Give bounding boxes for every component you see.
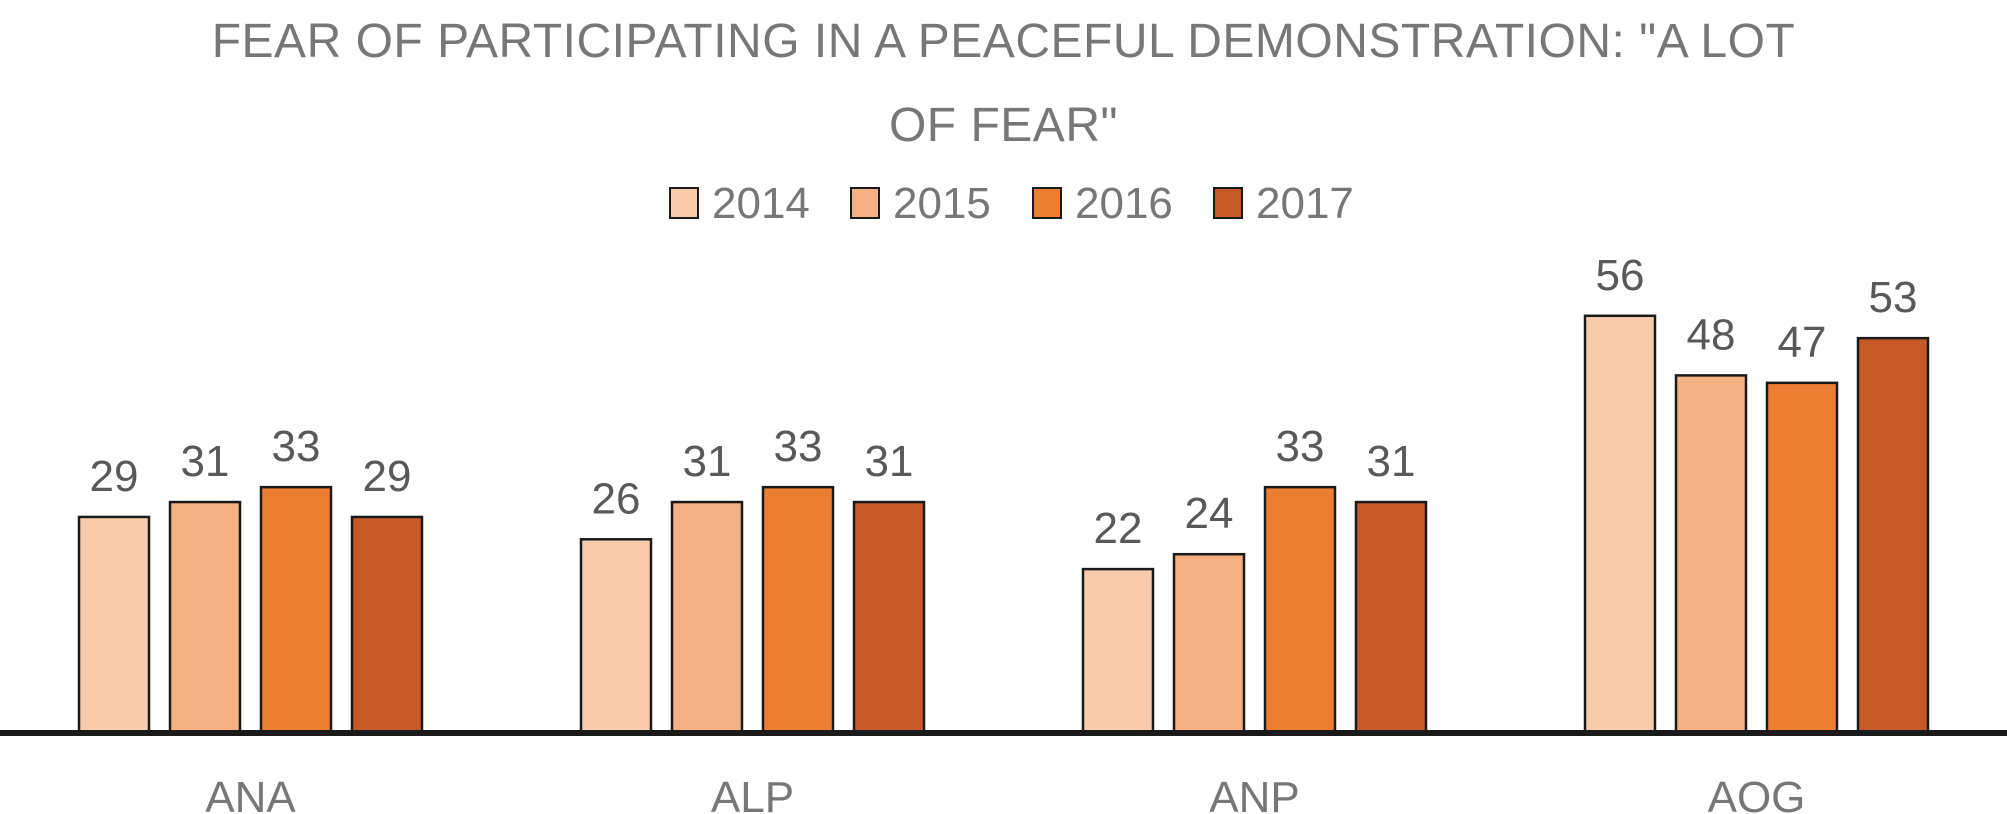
bar-ana-2017 xyxy=(350,515,424,735)
value-label-aog-2017: 53 xyxy=(1869,273,1918,322)
bar-anp-2016 xyxy=(1263,485,1337,735)
category-labels: ANA ALP ANP AOG xyxy=(205,773,1805,814)
value-label-anp-2016: 33 xyxy=(1276,422,1325,471)
value-label-alp-2015: 31 xyxy=(683,437,732,486)
value-label-alp-2016: 33 xyxy=(774,422,823,471)
legend-label-2014: 2014 xyxy=(712,179,810,228)
bar-ana-2015 xyxy=(168,500,242,735)
value-label-anp-2015: 24 xyxy=(1185,489,1234,538)
value-label-anp-2014: 22 xyxy=(1094,504,1143,553)
category-label-anp: ANP xyxy=(1209,773,1299,814)
bar-aog-2017 xyxy=(1856,336,1930,735)
value-label-ana-2017: 29 xyxy=(363,452,412,501)
bar-ana-2014 xyxy=(77,515,151,735)
legend-label-2016: 2016 xyxy=(1075,179,1173,228)
value-label-anp-2017: 31 xyxy=(1367,437,1416,486)
value-label-alp-2017: 31 xyxy=(865,437,914,486)
chart-title-line-1: FEAR OF PARTICIPATING IN A PEACEFUL DEMO… xyxy=(211,15,1796,68)
bar-anp-2014 xyxy=(1081,567,1155,735)
value-label-ana-2016: 33 xyxy=(272,422,321,471)
bars xyxy=(77,314,1930,735)
chart-title-line-2: OF FEAR" xyxy=(888,99,1119,152)
category-label-alp: ALP xyxy=(711,773,794,814)
value-labels: 29 31 33 29 26 31 33 31 22 24 33 31 56 48 47 53 xyxy=(90,251,1918,553)
bar-alp-2017 xyxy=(852,500,926,735)
legend-label-2015: 2015 xyxy=(893,179,991,228)
category-label-ana: ANA xyxy=(205,773,296,814)
legend-swatch-2015 xyxy=(850,187,880,219)
chart-title: FEAR OF PARTICIPATING IN A PEACEFUL DEMO… xyxy=(0,0,2007,168)
bar-anp-2017 xyxy=(1354,500,1428,735)
legend-swatch-2014 xyxy=(669,187,699,219)
bar-aog-2014 xyxy=(1583,314,1657,735)
bar-anp-2015 xyxy=(1172,552,1246,735)
legend-swatch-2017 xyxy=(1213,187,1243,219)
value-label-aog-2016: 47 xyxy=(1778,318,1827,367)
category-label-aog: AOG xyxy=(1708,773,1806,814)
bar-alp-2015 xyxy=(670,500,744,735)
value-label-alp-2014: 26 xyxy=(592,474,641,523)
bar-alp-2014 xyxy=(579,538,653,735)
bar-ana-2016 xyxy=(259,485,333,735)
value-label-ana-2014: 29 xyxy=(90,452,139,501)
bar-alp-2016 xyxy=(761,485,835,735)
bar-aog-2015 xyxy=(1674,374,1748,735)
value-label-aog-2014: 56 xyxy=(1596,251,1645,300)
legend: 2014 2015 2016 2017 xyxy=(669,179,1354,228)
legend-item-2015: 2015 xyxy=(850,179,991,228)
legend-label-2017: 2017 xyxy=(1256,179,1354,228)
legend-swatch-2016 xyxy=(1032,187,1062,219)
legend-item-2017: 2017 xyxy=(1213,179,1354,228)
value-label-ana-2015: 31 xyxy=(181,437,230,486)
legend-item-2014: 2014 xyxy=(669,179,810,228)
bar-aog-2016 xyxy=(1765,381,1839,735)
legend-item-2016: 2016 xyxy=(1032,179,1173,228)
value-label-aog-2015: 48 xyxy=(1687,310,1736,359)
